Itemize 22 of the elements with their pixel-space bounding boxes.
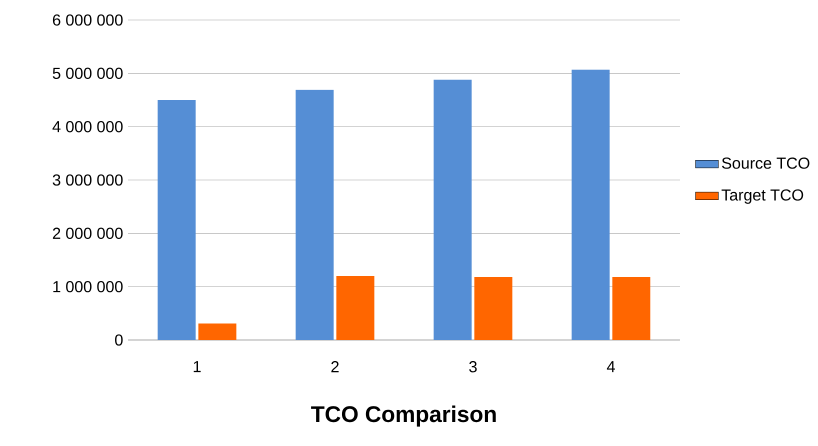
y-tick-label: 0	[115, 334, 123, 346]
x-tick-label: 4	[606, 361, 615, 372]
y-tick-label: 1 000 000	[53, 281, 123, 292]
bar	[474, 277, 512, 340]
bar	[198, 323, 236, 340]
bar	[336, 276, 374, 340]
y-tick-label: 3 000 000	[52, 174, 123, 186]
bar	[296, 90, 334, 340]
y-tick-label: 5 000 000	[52, 68, 123, 79]
y-tick-label: 4 000 000	[52, 121, 123, 132]
y-tick-label: 2 000 000	[52, 228, 123, 239]
legend-label: Target TCO	[722, 189, 804, 204]
bar	[434, 80, 472, 340]
x-tick-label: 1	[194, 361, 201, 372]
x-axis-title: TCO Comparison	[311, 406, 496, 427]
x-tick-label: 3	[469, 361, 477, 372]
bar	[572, 70, 610, 340]
bar	[158, 100, 196, 340]
y-tick-label: 6 000 000	[52, 14, 123, 26]
x-tick-label: 2	[331, 361, 339, 372]
bar	[612, 277, 650, 340]
legend-label: Source TCO	[722, 157, 810, 169]
